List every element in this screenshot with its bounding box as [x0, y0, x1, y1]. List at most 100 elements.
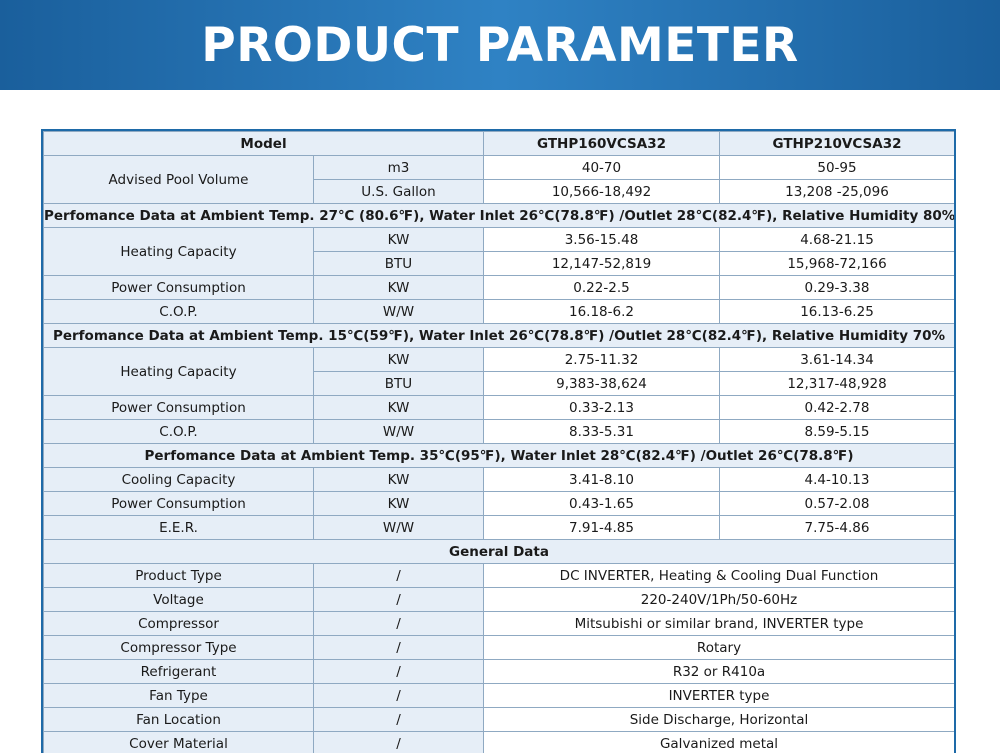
row-label: Heating Capacity — [43, 227, 314, 276]
table-row: Refrigerant / R32 or R410a — [43, 659, 954, 684]
unit-cell: / — [313, 611, 484, 636]
table-row: Heating Capacity KW 2.75-11.32 3.61-14.3… — [43, 347, 954, 396]
value-cell: 40-70 — [483, 155, 720, 180]
parameter-table: Model GTHP160VCSA32 GTHP210VCSA32 Advise… — [41, 129, 956, 753]
value-cell: INVERTER type — [483, 683, 954, 708]
value-cell: 0.42-2.78 — [719, 395, 954, 420]
value-cell: 3.56-15.48 — [483, 227, 720, 252]
unit-cell: / — [313, 587, 484, 612]
row-label: Fan Type — [43, 683, 314, 708]
unit-cell: / — [313, 659, 484, 684]
row-label: Compressor — [43, 611, 314, 636]
unit-cell: BTU — [313, 371, 484, 396]
value-cell: R32 or R410a — [483, 659, 954, 684]
value-cell: 12,147-52,819 — [483, 251, 720, 276]
unit-cell: KW — [313, 395, 484, 420]
row-label: Product Type — [43, 563, 314, 588]
table-row: Power Consumption KW 0.22-2.5 0.29-3.38 — [43, 275, 954, 300]
row-label: C.O.P. — [43, 299, 314, 324]
table-row: Compressor / Mitsubishi or similar brand… — [43, 611, 954, 636]
unit-cell: / — [313, 707, 484, 732]
value-cell: 8.59-5.15 — [719, 419, 954, 444]
model-header: Model — [43, 131, 484, 156]
value-cell: 10,566-18,492 — [483, 179, 720, 204]
unit-cell: / — [313, 635, 484, 660]
value-cell: Side Discharge, Horizontal — [483, 707, 954, 732]
row-label: Compressor Type — [43, 635, 314, 660]
value-cell: 7.91-4.85 — [483, 515, 720, 540]
unit-cell: / — [313, 563, 484, 588]
table-row: C.O.P. W/W 8.33-5.31 8.59-5.15 — [43, 419, 954, 444]
value-cell: 15,968-72,166 — [719, 251, 954, 276]
unit-cell: W/W — [313, 419, 484, 444]
value-cell: Rotary — [483, 635, 954, 660]
table-row: E.E.R. W/W 7.91-4.85 7.75-4.86 — [43, 515, 954, 540]
table-row: Perfomance Data at Ambient Temp. 15℃(59℉… — [43, 323, 954, 348]
table-row: U.S. Gallon 10,566-18,492 13,208 -25,096 — [44, 179, 954, 204]
value-cell: 9,383-38,624 — [483, 371, 720, 396]
row-label: Voltage — [43, 587, 314, 612]
table-row: Voltage / 220-240V/1Ph/50-60Hz — [43, 587, 954, 612]
section-title: Perfomance Data at Ambient Temp. 35℃(95℉… — [43, 443, 954, 468]
row-label: Cooling Capacity — [43, 467, 314, 492]
value-cell: 0.43-1.65 — [483, 491, 720, 516]
value-cell: Mitsubishi or similar brand, INVERTER ty… — [483, 611, 954, 636]
unit-cell: W/W — [313, 299, 484, 324]
table-row: Perfomance Data at Ambient Temp. 35℃(95℉… — [43, 443, 954, 468]
section-title: General Data — [43, 539, 954, 564]
value-cell: 16.13-6.25 — [719, 299, 954, 324]
value-cell: Galvanized metal — [483, 731, 954, 753]
value-cell: 12,317-48,928 — [719, 371, 954, 396]
value-cell: 220-240V/1Ph/50-60Hz — [483, 587, 954, 612]
row-label: Power Consumption — [43, 491, 314, 516]
value-cell: 13,208 -25,096 — [719, 179, 954, 204]
row-label: Power Consumption — [43, 275, 314, 300]
row-label: Advised Pool Volume — [43, 155, 314, 204]
value-cell: 4.68-21.15 — [719, 227, 954, 252]
table-row: Cover Material / Galvanized metal — [43, 731, 954, 753]
table-row: BTU 9,383-38,624 12,317-48,928 — [44, 371, 954, 396]
unit-cell: KW — [313, 275, 484, 300]
row-label: C.O.P. — [43, 419, 314, 444]
table-row: Perfomance Data at Ambient Temp. 27℃ (80… — [43, 203, 954, 228]
value-cell: 50-95 — [719, 155, 954, 180]
row-label: Heating Capacity — [43, 347, 314, 396]
value-cell: 0.33-2.13 — [483, 395, 720, 420]
table-row: BTU 12,147-52,819 15,968-72,166 — [44, 251, 954, 276]
row-label: Fan Location — [43, 707, 314, 732]
table-row: Power Consumption KW 0.33-2.13 0.42-2.78 — [43, 395, 954, 420]
value-cell: 0.22-2.5 — [483, 275, 720, 300]
table-row: C.O.P. W/W 16.18-6.2 16.13-6.25 — [43, 299, 954, 324]
table-row: Compressor Type / Rotary — [43, 635, 954, 660]
value-cell: 16.18-6.2 — [483, 299, 720, 324]
value-cell: 7.75-4.86 — [719, 515, 954, 540]
value-cell: 0.29-3.38 — [719, 275, 954, 300]
value-cell: 8.33-5.31 — [483, 419, 720, 444]
unit-cell: m3 — [313, 155, 484, 180]
row-label: E.E.R. — [43, 515, 314, 540]
value-cell: 0.57-2.08 — [719, 491, 954, 516]
value-cell: DC INVERTER, Heating & Cooling Dual Func… — [483, 563, 954, 588]
table-row: Heating Capacity KW 3.56-15.48 4.68-21.1… — [43, 227, 954, 276]
table-row: General Data — [43, 539, 954, 564]
table-row: Power Consumption KW 0.43-1.65 0.57-2.08 — [43, 491, 954, 516]
unit-cell: / — [313, 683, 484, 708]
model-a-header: GTHP160VCSA32 — [483, 131, 720, 156]
unit-cell: KW — [313, 467, 484, 492]
table-row: Product Type / DC INVERTER, Heating & Co… — [43, 563, 954, 588]
section-title: Perfomance Data at Ambient Temp. 27℃ (80… — [43, 203, 954, 228]
value-cell: 4.4-10.13 — [719, 467, 954, 492]
row-label: Cover Material — [43, 731, 314, 753]
row-label: Power Consumption — [43, 395, 314, 420]
value-cell: 3.41-8.10 — [483, 467, 720, 492]
title-banner: PRODUCT PARAMETER — [0, 0, 1000, 90]
unit-cell: / — [313, 731, 484, 753]
unit-cell: KW — [313, 491, 484, 516]
page-title: PRODUCT PARAMETER — [201, 17, 799, 73]
table-row: Fan Type / INVERTER type — [43, 683, 954, 708]
unit-cell: KW — [313, 227, 484, 252]
unit-cell: KW — [313, 347, 484, 372]
table-row: Model GTHP160VCSA32 GTHP210VCSA32 — [43, 131, 954, 156]
table-row: Advised Pool Volume m3 40-70 50-95 — [43, 155, 954, 204]
model-b-header: GTHP210VCSA32 — [719, 131, 954, 156]
